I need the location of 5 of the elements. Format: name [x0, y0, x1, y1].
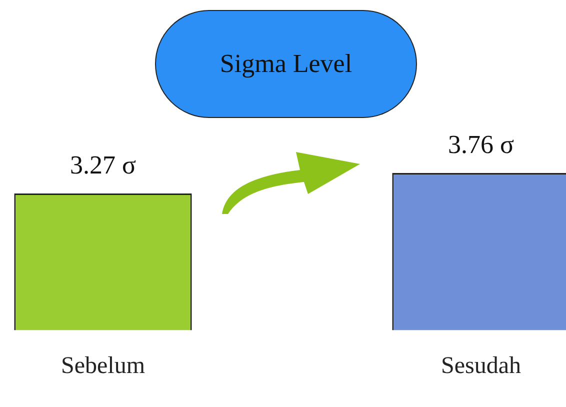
x-tick-label: Sebelum [61, 352, 146, 379]
chart-title: Sigma Level [155, 10, 417, 118]
data-label: 3.76 σ [448, 130, 514, 159]
data-label: 3.27 σ [70, 150, 136, 180]
x-tick-label: Sesudah [441, 352, 521, 379]
